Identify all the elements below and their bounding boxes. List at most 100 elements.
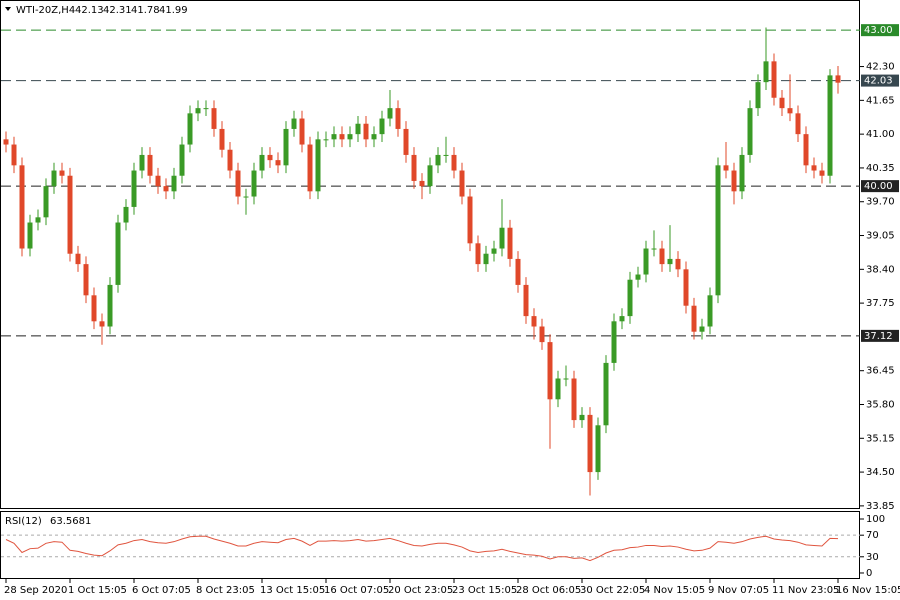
candle-body bbox=[507, 227, 513, 259]
candle-body bbox=[131, 170, 137, 207]
candle-body bbox=[51, 170, 57, 187]
candle-body bbox=[475, 243, 481, 265]
y-tick-label: 38.40 bbox=[866, 264, 895, 275]
candle-body bbox=[203, 108, 209, 110]
y-tick-label: 33.85 bbox=[866, 501, 895, 512]
candle-body bbox=[651, 248, 657, 250]
candle-body bbox=[155, 175, 161, 187]
y-tick-label: 39.70 bbox=[866, 197, 895, 208]
x-tick-label: 28 Sep 2020 bbox=[4, 585, 67, 596]
candle-body bbox=[211, 108, 217, 129]
candle-body bbox=[67, 175, 73, 254]
candle-body bbox=[387, 108, 393, 119]
candle-body bbox=[755, 82, 761, 109]
y-tick-label: 40.35 bbox=[866, 163, 895, 174]
ohlc-low: 41.78 bbox=[131, 5, 160, 16]
level-box bbox=[861, 24, 899, 37]
candle-body bbox=[443, 154, 449, 156]
y-tick-label: 0 bbox=[866, 568, 872, 579]
candle-body bbox=[3, 139, 9, 145]
candle-body bbox=[659, 248, 665, 265]
candle-body bbox=[499, 227, 505, 249]
symbol-title: WTI-20Z,H4 bbox=[16, 5, 75, 16]
candle-body bbox=[587, 414, 593, 473]
candle-body bbox=[19, 165, 25, 249]
candle-body bbox=[611, 321, 617, 363]
candle-body bbox=[483, 253, 489, 265]
candle-body bbox=[147, 154, 153, 176]
candle-body bbox=[459, 170, 465, 197]
x-tick-label: 16 Oct 07:05 bbox=[324, 585, 389, 596]
candle-body bbox=[427, 165, 433, 187]
candle-body bbox=[43, 186, 49, 218]
x-tick-label: 9 Nov 07:05 bbox=[708, 585, 769, 596]
candle-body bbox=[667, 258, 673, 265]
candle-body bbox=[491, 248, 497, 254]
candle-body bbox=[315, 139, 321, 192]
candle-body bbox=[627, 279, 633, 317]
x-tick-label: 20 Oct 23:05 bbox=[388, 585, 453, 596]
candle-body bbox=[403, 128, 409, 155]
ohlc-close: 41.99 bbox=[159, 5, 188, 16]
candle-body bbox=[179, 144, 185, 176]
x-tick-label: 6 Oct 07:05 bbox=[132, 585, 191, 596]
candle-body bbox=[467, 196, 473, 244]
candle-body bbox=[451, 154, 457, 171]
candle-body bbox=[275, 160, 281, 166]
x-tick-label: 4 Nov 15:05 bbox=[644, 585, 705, 596]
candle-body bbox=[267, 154, 273, 161]
candle-body bbox=[619, 316, 625, 322]
ohlc-high: 42.31 bbox=[103, 5, 132, 16]
candle-body bbox=[323, 139, 329, 141]
x-tick-label: 1 Oct 15:05 bbox=[68, 585, 127, 596]
x-tick-label: 28 Oct 06:05 bbox=[516, 585, 581, 596]
candle-body bbox=[363, 123, 369, 140]
candle-body bbox=[675, 258, 681, 270]
candle-body bbox=[115, 222, 121, 285]
candle-body bbox=[35, 217, 41, 223]
y-tick-label: 42.30 bbox=[866, 62, 895, 73]
candle-body bbox=[771, 61, 777, 98]
candle-body bbox=[811, 165, 817, 171]
collapse-icon bbox=[5, 7, 11, 11]
candle-body bbox=[595, 425, 601, 473]
x-tick-label: 13 Oct 15:05 bbox=[260, 585, 325, 596]
candle-body bbox=[699, 326, 705, 332]
candle-body bbox=[27, 222, 33, 249]
rsi-value: 63.5681 bbox=[50, 516, 91, 527]
level-box bbox=[861, 329, 899, 342]
candle-body bbox=[163, 186, 169, 192]
candle-body bbox=[299, 118, 305, 145]
candle-body bbox=[603, 362, 609, 426]
candle-body bbox=[523, 284, 529, 317]
candle-body bbox=[531, 316, 537, 327]
candle-body bbox=[515, 258, 521, 285]
candle-body bbox=[83, 264, 89, 296]
candle-body bbox=[171, 175, 177, 192]
candle-body bbox=[371, 134, 377, 140]
candle-body bbox=[283, 128, 289, 166]
y-tick-label: 70 bbox=[866, 530, 879, 541]
candle-body bbox=[827, 75, 833, 176]
candle-body bbox=[195, 108, 201, 114]
candle-body bbox=[547, 342, 553, 400]
candle-body bbox=[59, 170, 65, 176]
candles bbox=[3, 27, 841, 496]
candle-body bbox=[419, 180, 425, 187]
candle-body bbox=[715, 165, 721, 296]
y-tick-label: 37.75 bbox=[866, 298, 895, 309]
candle-body bbox=[259, 154, 265, 171]
level-box bbox=[861, 180, 899, 193]
candle-body bbox=[723, 165, 729, 171]
candle-body bbox=[339, 134, 345, 140]
candle-body bbox=[795, 113, 801, 135]
candle-body bbox=[555, 378, 561, 400]
candle-body bbox=[379, 118, 385, 135]
candle-body bbox=[835, 75, 841, 83]
rsi-title: RSI(12) bbox=[5, 516, 42, 527]
candle-body bbox=[579, 414, 585, 421]
candle-body bbox=[307, 144, 313, 192]
candle-body bbox=[635, 274, 641, 280]
